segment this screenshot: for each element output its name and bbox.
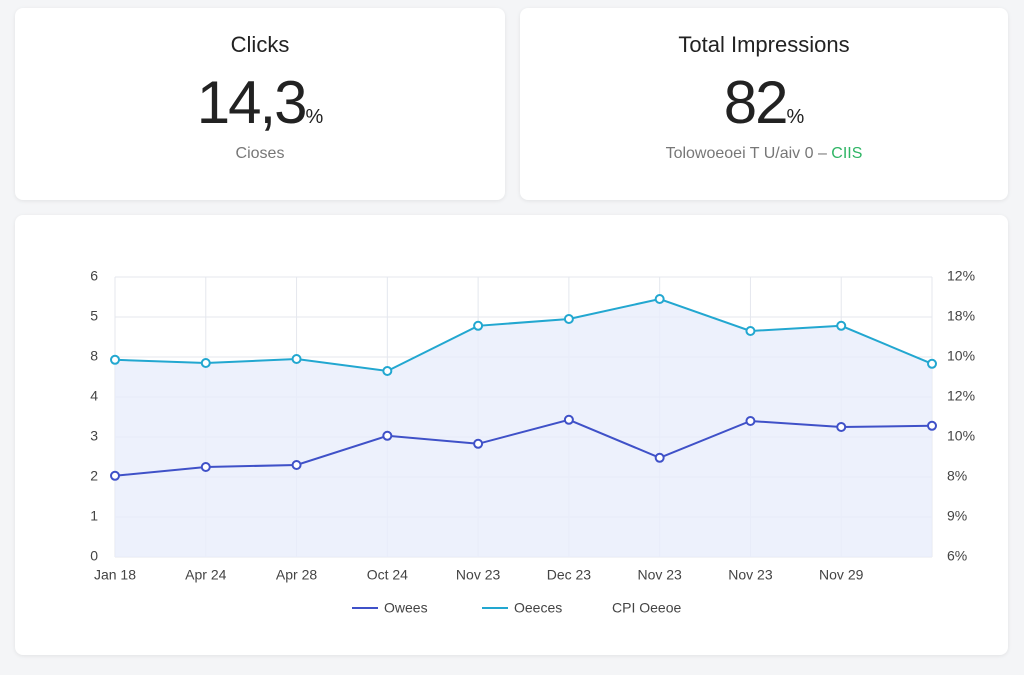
y2-tick-label: 8% <box>947 468 967 484</box>
area <box>115 299 932 557</box>
y2-tick-label: 18% <box>947 308 975 324</box>
kpi-value: 82% <box>520 68 1008 137</box>
x-tick-label: Nov 23 <box>456 567 501 583</box>
kpi-number: 82 <box>723 69 789 136</box>
kpi-note: Tolowoeoei T U/aiv 0 – CIIS <box>520 145 1008 163</box>
y2-tick-label: 10% <box>947 348 975 364</box>
point <box>563 314 574 324</box>
kpi-value: 14,3% <box>15 68 505 137</box>
x-tick-label: Nov 23 <box>637 567 682 583</box>
point <box>200 358 211 368</box>
point <box>291 354 302 364</box>
point <box>473 320 484 331</box>
point <box>927 420 937 431</box>
y-tick-label: 8 <box>90 348 98 364</box>
y-tick-label: 4 <box>90 388 98 404</box>
point <box>745 416 756 426</box>
point <box>473 438 484 449</box>
legend-label: Oeeces <box>514 600 562 616</box>
point <box>654 452 665 463</box>
kpi-note: Cioses <box>235 145 285 162</box>
point <box>563 414 574 425</box>
y-tick-label: 0 <box>90 548 98 564</box>
y2-tick-label: 12% <box>947 268 975 284</box>
legend-label: Owees <box>384 600 428 616</box>
kpi-unit: % <box>305 106 324 128</box>
kpi-title: Clicks <box>230 32 290 57</box>
y2-tick-label: 9% <box>947 508 967 524</box>
point <box>291 460 302 470</box>
point <box>927 358 937 369</box>
x-tick-label: Apr 24 <box>185 567 226 583</box>
point <box>836 422 847 432</box>
y-tick-label: 3 <box>90 428 98 444</box>
point <box>836 320 847 331</box>
kpi-card: Total Impressions 82% Tolowoeoei T U/aiv… <box>520 8 1008 200</box>
y-tick-label: 5 <box>90 308 98 324</box>
y-tick-label: 2 <box>90 468 98 484</box>
x-tick-label: Nov 29 <box>819 567 864 583</box>
x-tick-label: Dec 23 <box>547 567 592 583</box>
point <box>382 366 393 376</box>
point <box>110 354 120 365</box>
y2-tick-label: 6% <box>947 548 967 564</box>
kpi-note-highlight: CIIS <box>831 145 863 162</box>
point <box>382 430 393 441</box>
y-tick-label: 6 <box>90 268 98 284</box>
kpi-note-text: Tolowoeoei T U/aiv 0 – <box>665 145 827 162</box>
kpi-unit: % <box>786 106 805 128</box>
y-tick-label: 1 <box>90 508 98 524</box>
x-tick-label: Apr 28 <box>276 567 317 583</box>
point <box>745 326 756 336</box>
kpi-title: Total Impressions <box>678 32 850 57</box>
kpi-card: Clicks 14,3% Cioses <box>15 8 505 200</box>
x-tick-label: Nov 23 <box>728 567 773 583</box>
point <box>110 470 120 481</box>
y2-tick-label: 12% <box>947 388 975 404</box>
x-tick-label: Oct 24 <box>367 567 408 583</box>
x-tick-label: Jan 18 <box>94 567 136 583</box>
point <box>654 294 665 304</box>
line <box>114 418 933 477</box>
y2-tick-label: 10% <box>947 428 975 444</box>
kpi-number: 14,3 <box>196 69 308 136</box>
line <box>114 297 933 373</box>
legend-note: CPI Oeeoe <box>612 600 681 616</box>
point <box>200 462 211 472</box>
